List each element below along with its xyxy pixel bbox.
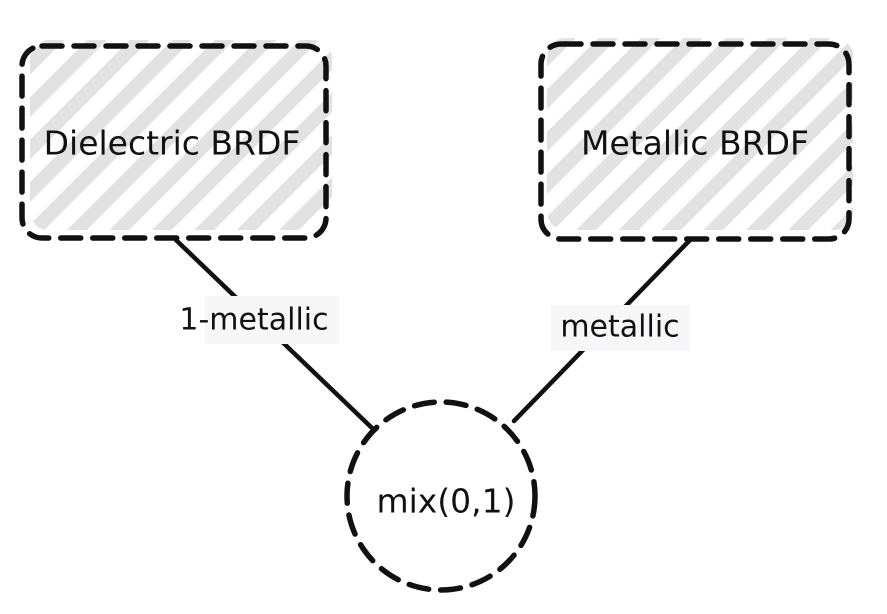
edge-label-metallic: metallic <box>560 310 679 345</box>
edge-label-one-minus-metallic: 1-metallic <box>179 303 328 338</box>
node-dielectric-label: Dielectric BRDF <box>44 124 301 163</box>
node-metallic-label: Metallic BRDF <box>581 124 809 163</box>
node-mix[interactable]: mix(0,1) <box>344 399 538 593</box>
node-mix-label: mix(0,1) <box>376 482 515 521</box>
node-dielectric-brdf[interactable]: Dielectric BRDF <box>19 40 332 241</box>
node-metallic-brdf[interactable]: Metallic BRDF <box>538 38 853 242</box>
edge-label-dielectric-group: 1-metallic <box>179 296 339 344</box>
edge-label-metallic-group: metallic <box>551 305 690 351</box>
